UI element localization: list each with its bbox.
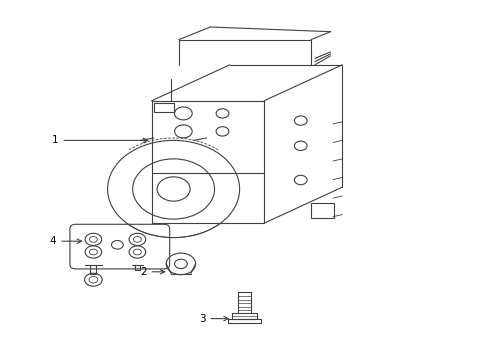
Bar (154, 103, 173, 112)
Text: 3: 3 (198, 314, 228, 324)
Bar (310, 203, 334, 218)
Text: 4: 4 (49, 236, 81, 246)
Text: 1: 1 (52, 135, 147, 145)
Text: 2: 2 (140, 267, 164, 277)
